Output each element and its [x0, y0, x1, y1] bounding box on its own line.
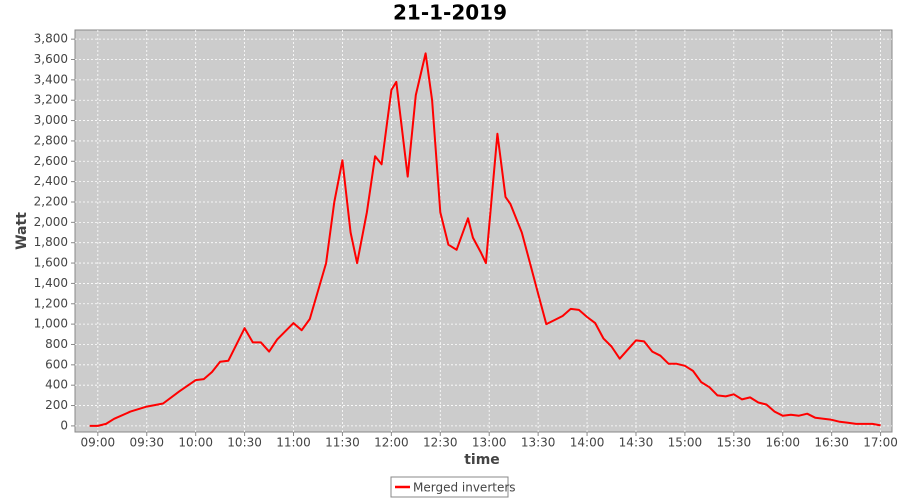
x-tick-label: 10:00 — [178, 436, 213, 450]
x-tick-label: 15:30 — [717, 436, 752, 450]
y-tick-label: 1,800 — [34, 235, 68, 249]
y-tick-label: 3,000 — [34, 113, 68, 127]
y-tick-label: 3,800 — [34, 32, 68, 46]
x-tick-label: 10:30 — [227, 436, 262, 450]
legend — [390, 476, 509, 498]
y-tick-label: 600 — [45, 357, 68, 371]
y-tick-label: 2,400 — [34, 174, 68, 188]
x-tick-label: 11:00 — [276, 436, 311, 450]
x-tick-label: 14:00 — [570, 436, 605, 450]
plot-area — [74, 29, 893, 433]
chart-title: 21-1-2019 — [393, 1, 507, 25]
y-tick-label: 3,400 — [34, 72, 68, 86]
x-tick-label: 15:00 — [668, 436, 703, 450]
y-tick-label: 400 — [45, 378, 68, 392]
y-tick-label: 1,200 — [34, 296, 68, 310]
x-tick-label: 14:30 — [619, 436, 654, 450]
y-tick-label: 3,600 — [34, 52, 68, 66]
x-tick-label: 16:30 — [814, 436, 849, 450]
x-tick-label: 13:30 — [521, 436, 556, 450]
x-tick-label: 13:00 — [472, 436, 507, 450]
y-tick-label: 2,200 — [34, 194, 68, 208]
legend-label: Merged inverters — [413, 481, 516, 495]
y-tick-label: 1,400 — [34, 276, 68, 290]
x-tick-label: 11:30 — [325, 436, 360, 450]
y-tick-label: 1,600 — [34, 256, 68, 270]
x-tick-label: 16:00 — [765, 436, 800, 450]
y-tick-label: 200 — [45, 398, 68, 412]
y-axis-label: Watt — [14, 212, 30, 250]
y-tick-label: 800 — [45, 337, 68, 351]
y-tick-label: 0 — [60, 418, 68, 432]
series-line — [89, 52, 881, 427]
x-tick-label: 12:30 — [423, 436, 458, 450]
x-axis-label: time — [464, 452, 500, 468]
x-tick-label: 09:30 — [129, 436, 164, 450]
y-tick-label: 3,200 — [34, 93, 68, 107]
x-tick-label: 09:00 — [81, 436, 116, 450]
y-tick-label: 2,000 — [34, 215, 68, 229]
y-tick-label: 2,800 — [34, 133, 68, 147]
y-tick-label: 1,000 — [34, 317, 68, 331]
x-tick-label: 17:00 — [863, 436, 898, 450]
x-tick-label: 12:00 — [374, 436, 409, 450]
y-tick-label: 2,600 — [34, 154, 68, 168]
